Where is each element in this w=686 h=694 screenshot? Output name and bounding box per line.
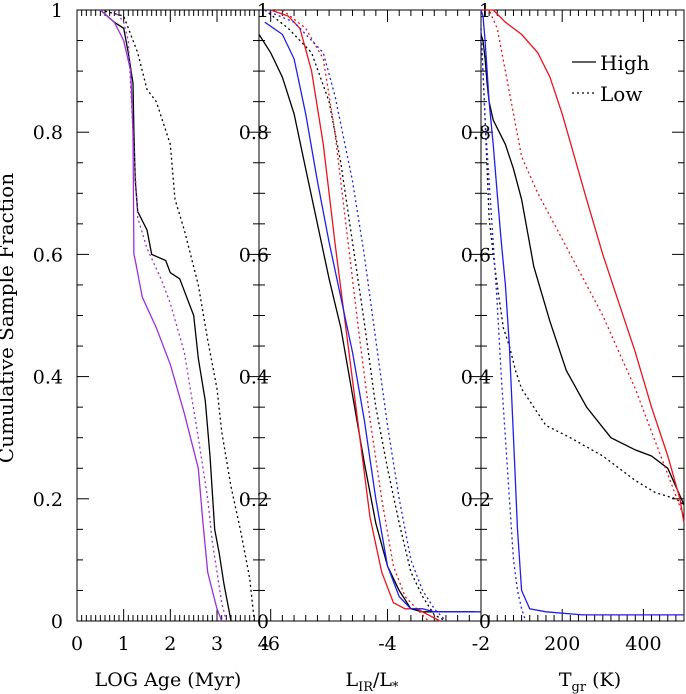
y-tick-label: 0.6	[461, 244, 491, 266]
y-tick-label: 0.8	[33, 122, 63, 144]
panel-tgr: 0 0.2 0.4 0.6 0.8 1 -2 200 400 Tgr (K)	[461, 0, 685, 694]
y-tick-label: 0.2	[461, 489, 491, 511]
y-tick-label: 0	[479, 611, 491, 633]
y-tick-label: 0.6	[33, 244, 63, 266]
series-line-blue-solid	[480, 9, 684, 616]
x-tick-label: 3	[211, 633, 223, 655]
legend-low-label: Low	[600, 82, 642, 106]
y-tick-label: 1	[257, 0, 269, 22]
legend: High Low	[572, 51, 650, 106]
x-tick-label: 0	[71, 633, 83, 655]
x-tick-label: -2	[472, 633, 491, 655]
panel-lir-ticks: 0 0.2 0.4 0.6 0.8 1 -6 -4	[239, 0, 482, 655]
panel-age-frame	[76, 9, 260, 622]
legend-high-label: High	[600, 51, 650, 75]
series-line-red-solid	[270, 9, 441, 622]
y-tick-label: 0.4	[461, 367, 491, 389]
panel-age-ticks: 0 0.2 0.4 0.6 0.8 1 0 1 2 3 4	[33, 0, 270, 655]
series-line-black-solid	[258, 34, 476, 613]
panel-lir-series	[258, 9, 481, 622]
panel-lir-xlabel: LIR/L*	[345, 669, 399, 694]
y-tick-label: 0	[257, 611, 269, 633]
y-tick-label: 0	[51, 611, 63, 633]
x-tick-label: 200	[544, 633, 580, 655]
y-axis-label: Cumulative Sample Fraction	[0, 173, 18, 463]
x-tick-label: 2	[164, 633, 176, 655]
y-tick-label: 1	[479, 0, 491, 22]
y-tick-label: 0.2	[239, 489, 269, 511]
series-line-red-solid	[481, 9, 685, 524]
y-tick-label: 0.6	[239, 244, 269, 266]
series-line-blue-solid	[264, 21, 481, 613]
series-line-black-dotted	[264, 9, 447, 622]
series-line-black-solid	[99, 9, 232, 622]
panel-tgr-ticks: 0 0.2 0.4 0.6 0.8 1 -2 200 400	[461, 0, 685, 655]
y-tick-label: 0.8	[461, 122, 491, 144]
series-line-purple-solid	[99, 9, 223, 622]
y-tick-label: 0.4	[239, 367, 269, 389]
series-line-black-solid	[480, 34, 685, 506]
x-tick-label: -6	[261, 633, 280, 655]
panel-tgr-xlabel: Tgr (K)	[559, 669, 621, 694]
y-tick-label: 0.2	[33, 489, 63, 511]
panel-age-xlabel: LOG Age (Myr)	[95, 669, 242, 691]
panel-age: 0 0.2 0.4 0.6 0.8 1 0 1 2 3 4 LOG Age (Myr)	[33, 0, 270, 691]
x-tick-label: -4	[378, 633, 397, 655]
panel-tgr-series	[480, 9, 685, 622]
series-line-red-dotted	[481, 9, 685, 518]
y-tick-label: 1	[51, 0, 63, 22]
y-tick-label: 0.8	[239, 122, 269, 144]
series-line-blue-dotted	[264, 9, 447, 622]
series-line-red-dotted	[281, 9, 429, 622]
series-line-purple-dotted	[113, 9, 227, 622]
x-tick-label: 400	[625, 633, 661, 655]
series-line-black-dotted	[480, 28, 685, 506]
panel-age-series	[99, 9, 255, 622]
panel-lir-frame	[258, 9, 482, 622]
series-line-black-dotted	[100, 9, 255, 622]
series-line-blue-dotted	[480, 28, 527, 622]
x-tick-label: 1	[118, 633, 130, 655]
y-tick-label: 0.4	[33, 367, 63, 389]
panel-lir: 0 0.2 0.4 0.6 0.8 1 -6 -4 LIR/L*	[239, 0, 482, 694]
x-tick-label: 4	[258, 633, 270, 655]
